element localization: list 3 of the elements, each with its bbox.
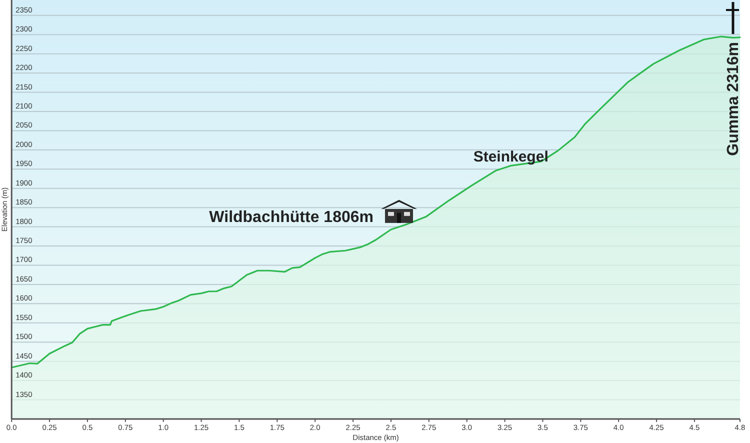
annotation: Gumma 2316m [725, 42, 742, 156]
annotation: Wildbachhütte 1806m [209, 208, 374, 226]
annotation: Steinkegel [473, 148, 548, 166]
